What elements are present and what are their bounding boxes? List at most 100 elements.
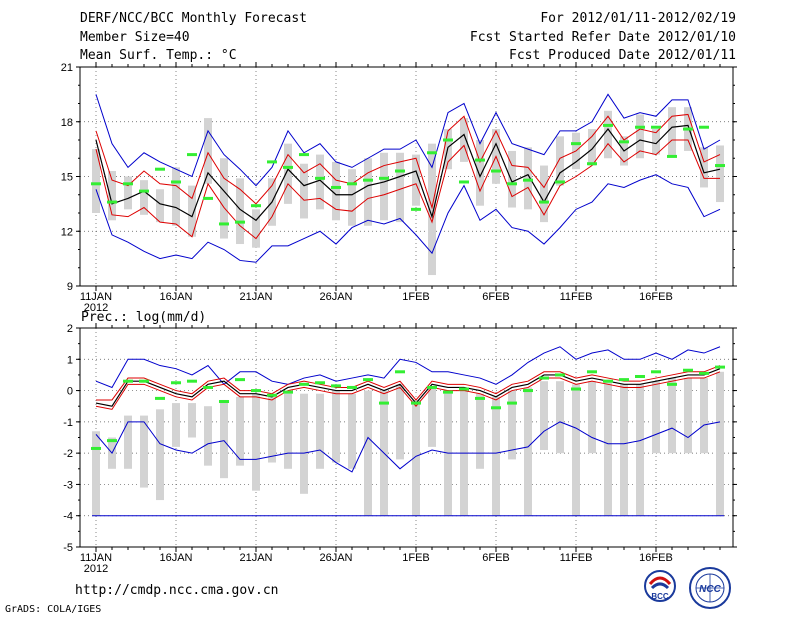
prec-spread-box bbox=[268, 396, 276, 463]
prec-observation-mark bbox=[491, 406, 501, 410]
temp-observation-mark bbox=[635, 125, 645, 129]
temp-lower-spread-line bbox=[95, 139, 720, 240]
temp-xtick-label: 11FEB bbox=[560, 291, 593, 303]
temp-ytick-label: 18 bbox=[61, 117, 73, 129]
member-size: Member Size=40 bbox=[80, 30, 190, 45]
prec-xtick-label: 26JAN bbox=[319, 552, 352, 564]
prec-ytick-label: -1 bbox=[63, 417, 73, 429]
temp-spread-box bbox=[156, 189, 164, 223]
prec-observation-mark bbox=[363, 378, 373, 382]
prec-observation-mark bbox=[619, 378, 629, 382]
prec-observation-mark bbox=[523, 389, 533, 393]
prec-spread-box bbox=[508, 390, 516, 460]
temp-spread-box bbox=[428, 143, 436, 276]
prec-observation-mark bbox=[139, 379, 149, 383]
prec-spread-box bbox=[332, 390, 340, 463]
temp-spread-box bbox=[332, 161, 340, 221]
temp-upper-spread-line bbox=[95, 113, 721, 210]
grads-credit: GrADS: COLA/IGES bbox=[5, 604, 102, 615]
temp-observation-mark bbox=[139, 189, 149, 193]
temp-observation-mark bbox=[587, 162, 597, 166]
temp-observation-mark bbox=[187, 153, 197, 157]
prec-spread-box bbox=[396, 384, 404, 460]
prec-spread-box bbox=[124, 415, 132, 469]
prec-xtick-label: 16JAN bbox=[159, 552, 192, 564]
temp-spread-box bbox=[220, 158, 228, 239]
forecast-period: For 2012/01/11-2012/02/19 bbox=[540, 11, 736, 26]
temp-observation-mark bbox=[155, 167, 165, 171]
prec-ytick-label: 2 bbox=[67, 323, 73, 335]
prec-observation-mark bbox=[155, 396, 165, 400]
prec-observation-mark bbox=[555, 373, 565, 377]
prec-observation-mark bbox=[443, 390, 453, 394]
temp-observation-mark bbox=[491, 169, 501, 173]
prec-observation-mark bbox=[331, 384, 341, 388]
temp-observation-mark bbox=[475, 158, 485, 162]
temp-spread-box bbox=[348, 169, 356, 226]
temp-observation-mark bbox=[107, 200, 117, 204]
temp-observation-mark bbox=[523, 178, 533, 182]
prec-mean-line bbox=[95, 368, 721, 407]
temp-observation-mark bbox=[427, 151, 437, 155]
prec-spread-box bbox=[316, 393, 324, 469]
prec-spread-box bbox=[412, 399, 420, 516]
ncc-logo: NCC bbox=[686, 566, 734, 610]
prec-spread-box bbox=[620, 384, 628, 516]
prec-spread-box bbox=[588, 381, 596, 454]
prec-observation-mark bbox=[683, 368, 693, 372]
temp-observation-mark bbox=[395, 169, 405, 173]
temp-observation-mark bbox=[699, 125, 709, 129]
prec-spread-box bbox=[300, 393, 308, 494]
prec-spread-box bbox=[716, 371, 724, 516]
prec-observation-mark bbox=[347, 385, 357, 389]
temp-spread-box bbox=[508, 150, 516, 208]
temp-max-line bbox=[95, 93, 721, 187]
prec-observation-mark bbox=[411, 401, 421, 405]
produced-date: Fcst Produced Date 2012/01/11 bbox=[509, 48, 736, 63]
temp-xtick-label: 26JAN bbox=[319, 291, 352, 303]
prec-spread-box bbox=[556, 381, 564, 454]
prec-ytick-label: -3 bbox=[63, 479, 73, 491]
prec-xtick-label: 6FEB bbox=[482, 552, 510, 564]
prec-spread-box bbox=[204, 406, 212, 466]
prec-spread-box bbox=[364, 390, 372, 516]
prec-xtick-label: 21JAN bbox=[239, 552, 272, 564]
prec-observation-mark bbox=[219, 400, 229, 404]
temp-observation-mark bbox=[267, 160, 277, 164]
prec-spread-box bbox=[92, 431, 100, 516]
temp-observation-mark bbox=[411, 207, 421, 211]
prec-spread-box bbox=[492, 396, 500, 516]
temp-observation-mark bbox=[283, 165, 293, 169]
prec-spread-box bbox=[572, 384, 580, 516]
temp-spread-box bbox=[204, 118, 212, 184]
prec-observation-mark bbox=[667, 382, 677, 386]
temp-spread-box bbox=[252, 209, 260, 248]
temp-observation-mark bbox=[123, 182, 133, 186]
temp-ytick-label: 21 bbox=[61, 62, 73, 74]
prec-observation-mark bbox=[91, 446, 101, 450]
bcc-logo-text: BCC bbox=[651, 592, 669, 601]
prec-observation-mark bbox=[715, 365, 725, 369]
prec-spread-box bbox=[140, 415, 148, 488]
prec-observation-mark bbox=[171, 381, 181, 385]
prec-observation-mark bbox=[267, 393, 277, 397]
temp-xtick-label: 11JAN bbox=[80, 291, 112, 303]
temp-xtick-label: 16FEB bbox=[639, 291, 673, 303]
prec-xtick-label: 11JAN bbox=[80, 552, 112, 564]
prec-spread-box bbox=[524, 387, 532, 516]
temp-spread-box bbox=[188, 185, 196, 237]
source-url[interactable]: http://cmdp.ncc.cma.gov.cn bbox=[75, 583, 279, 598]
temp-mean-line bbox=[95, 124, 721, 222]
temp-xtick-label: 1FEB bbox=[402, 291, 430, 303]
temp-xtick-label: 16JAN bbox=[159, 291, 192, 303]
prec-observation-mark bbox=[283, 390, 293, 394]
prec-observation-mark bbox=[107, 439, 117, 443]
temp-spread-box bbox=[652, 129, 660, 155]
temp-observation-mark bbox=[219, 222, 229, 226]
temp-spread-box bbox=[380, 152, 388, 221]
prec-observation-mark bbox=[379, 401, 389, 405]
prec-spread-box bbox=[476, 393, 484, 469]
chart-title: DERF/NCC/BCC Monthly Forecast bbox=[80, 11, 307, 26]
temp-xtick-label: 21JAN bbox=[239, 291, 272, 303]
